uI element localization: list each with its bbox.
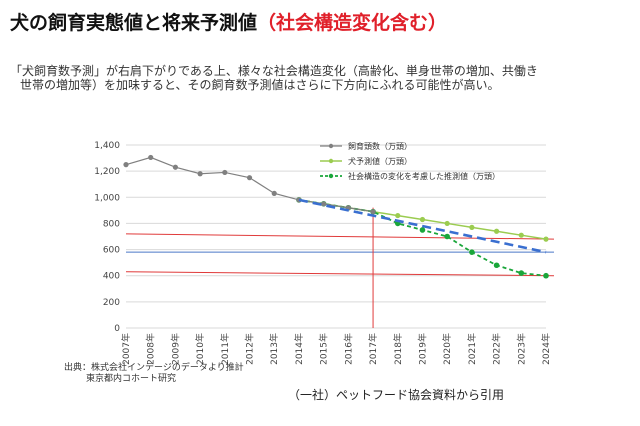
legend-label: 飼育頭数（万頭）	[348, 141, 412, 151]
y-tick-label: 0	[114, 324, 120, 334]
page-title: 犬の飼育実態値と将来予測値（社会構造変化含む）	[10, 8, 635, 35]
x-tick-label: 2013年	[268, 333, 280, 365]
description: 「犬飼育数予測」が右肩下がりである上、様々な社会構造変化（高齢化、単身世帯の増加…	[10, 64, 635, 92]
x-tick-label: 2015年	[318, 333, 330, 365]
data-point-social	[518, 270, 525, 276]
x-tick-label: 2021年	[466, 333, 478, 365]
y-tick-label: 1,200	[94, 167, 120, 177]
x-tick-label: 2011年	[219, 333, 231, 365]
x-tick-label: 2014年	[293, 333, 305, 365]
data-point-actual	[148, 154, 154, 161]
y-tick-label: 600	[103, 246, 120, 256]
legend-label: 社会構造の変化を考慮した推測値（万頭）	[348, 171, 500, 181]
data-point-social	[493, 262, 500, 269]
data-point-forecast	[444, 220, 450, 227]
source-line-1: 出典：株式会社インテージのデータより推計	[64, 363, 244, 373]
data-point-forecast	[543, 236, 549, 242]
legend-marker	[328, 173, 334, 179]
legend-marker	[328, 158, 334, 164]
legend-marker	[328, 143, 334, 149]
x-tick-label: 2019年	[416, 333, 428, 365]
description-line-1: 「犬飼育数予測」が右肩下がりである上、様々な社会構造変化（高齢化、単身世帯の増加…	[10, 64, 538, 78]
data-point-forecast	[419, 216, 426, 223]
source-note: 出典：株式会社インテージのデータより推計 東京都内コホート研究	[64, 363, 244, 385]
x-tick-label: 2009年	[169, 333, 181, 365]
reference-line	[125, 271, 555, 277]
data-point-actual	[172, 164, 179, 170]
data-point-actual	[271, 190, 277, 196]
x-tick-label: 2022年	[491, 333, 503, 365]
data-point-social	[444, 233, 450, 240]
trend-line	[298, 198, 547, 254]
x-tick-label: 2024年	[540, 333, 552, 365]
x-tick-label: 2023年	[515, 333, 527, 365]
data-point-forecast	[518, 232, 524, 238]
data-point-actual	[321, 201, 327, 207]
x-tick-label: 2016年	[342, 333, 354, 365]
data-point-social	[543, 272, 549, 279]
data-point-actual	[370, 209, 376, 215]
data-point-forecast	[395, 212, 401, 219]
citation: （一社）ペットフード協会資料から引用	[288, 388, 505, 402]
legend-label: 犬予測値（万頭）	[348, 156, 412, 166]
y-tick-label: 1,000	[94, 193, 120, 203]
data-point-actual	[197, 171, 203, 177]
data-point-actual	[246, 175, 253, 181]
series-line-actual	[125, 156, 374, 213]
source-line-2: 東京都内コホート研究	[86, 374, 177, 384]
data-point-forecast	[493, 228, 500, 234]
data-point-forecast	[469, 224, 475, 230]
description-line-2: 世帯の増加等）を加味すると、その飼育数予測値はさらに下方向にふれる可能性が高い。	[20, 78, 500, 92]
data-point-actual	[222, 169, 228, 176]
x-tick-label: 2007年	[120, 333, 132, 365]
x-tick-label: 2020年	[441, 333, 453, 365]
x-tick-label: 2012年	[244, 333, 256, 365]
x-tick-label: 2018年	[392, 333, 404, 365]
data-point-actual	[123, 162, 129, 168]
x-tick-label: 2010年	[194, 333, 206, 365]
x-tick-label: 2017年	[367, 333, 379, 365]
y-tick-label: 800	[103, 219, 120, 229]
x-tick-label: 2008年	[145, 333, 157, 365]
y-tick-label: 400	[103, 272, 120, 282]
reference-line	[125, 233, 555, 240]
title-sub: （社会構造変化含む）	[257, 12, 448, 34]
y-tick-label: 1,400	[94, 141, 120, 151]
y-tick-label: 200	[103, 298, 120, 308]
title-main: 犬の飼育実態値と将来予測値	[10, 12, 258, 34]
data-point-social	[419, 227, 426, 233]
data-point-social	[469, 249, 475, 255]
dog-population-chart: 0 200 400 600 800 1,000 1,200 1,400 2007年 2008年 20…	[94, 141, 555, 365]
